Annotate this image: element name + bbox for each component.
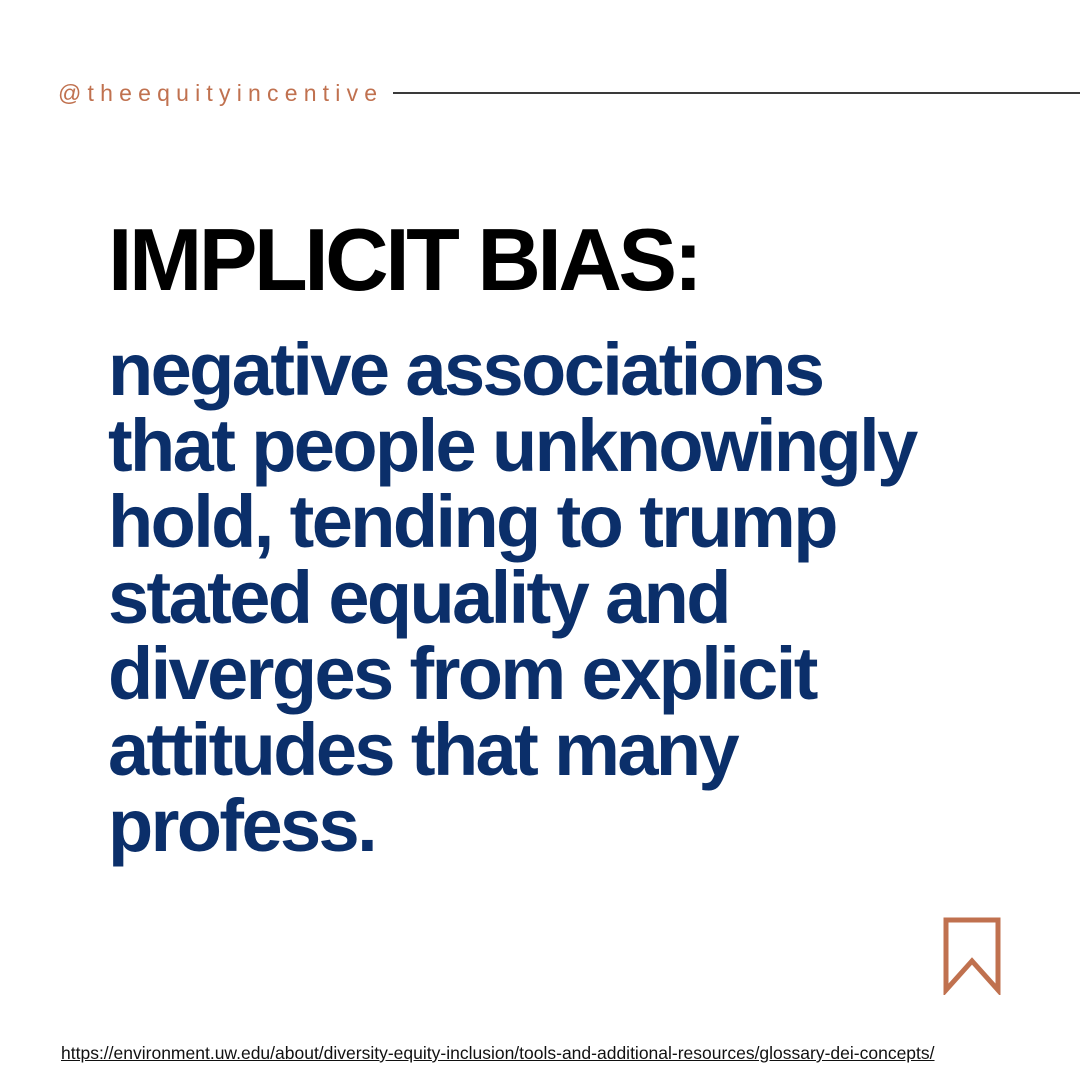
definition-line: hold, tending to trump [108, 480, 838, 563]
bookmark-icon[interactable] [942, 917, 1002, 995]
definition-line: stated equality and [108, 556, 731, 639]
definition-line: negative associations [108, 328, 825, 411]
page-title: IMPLICIT BIAS: [108, 210, 703, 309]
definition-line: profess. [108, 784, 378, 867]
header-divider-line [393, 92, 1080, 94]
brand-handle: @theequityincentive [58, 79, 384, 106]
definition-line: attitudes that many [108, 708, 740, 791]
definition-line: diverges from explicit [108, 632, 818, 715]
definition-text: negative associations that people unknow… [108, 332, 1068, 864]
handle-row: @theequityincentive [58, 78, 1080, 108]
source-link[interactable]: https://environment.uw.edu/about/diversi… [61, 1043, 935, 1063]
definition-line: that people unknowingly [108, 404, 918, 487]
